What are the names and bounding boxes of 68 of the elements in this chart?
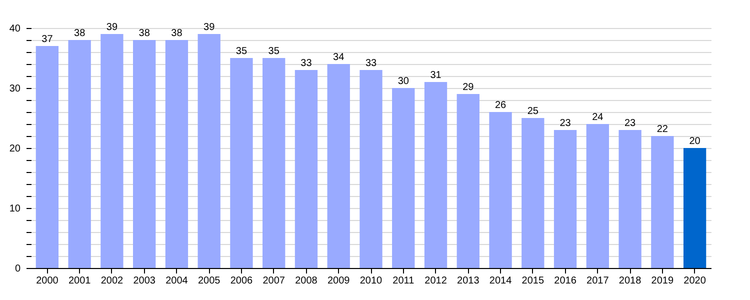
data-label: 23 — [560, 118, 572, 129]
x-tick-label: 2008 — [295, 276, 318, 286]
bar — [489, 112, 512, 268]
x-tick-label: 2007 — [262, 276, 286, 286]
data-label: 39 — [204, 22, 216, 33]
bar — [522, 118, 544, 268]
x-tick-label: 2014 — [489, 276, 512, 286]
x-tick-label: 2018 — [618, 276, 642, 286]
x-tick-label: 2019 — [651, 276, 674, 286]
x-tick-label: 2013 — [457, 276, 480, 286]
bar — [392, 88, 415, 268]
bar — [230, 58, 253, 268]
bar — [424, 82, 448, 268]
x-tick-label: 2020 — [684, 276, 706, 286]
x-tick-label: 2002 — [100, 276, 124, 286]
y-tick-label: 30 — [9, 84, 21, 94]
data-label: 22 — [656, 124, 668, 135]
x-tick-label: 2015 — [522, 276, 544, 286]
x-tick-label: 2000 — [36, 276, 59, 286]
x-tick-label: 2012 — [424, 276, 448, 286]
bar — [360, 70, 382, 268]
data-label: 25 — [527, 106, 539, 117]
bar — [327, 64, 350, 268]
data-label: 34 — [333, 52, 345, 63]
bar — [165, 40, 188, 268]
x-tick-label: 2011 — [392, 276, 415, 286]
data-label: 29 — [462, 82, 474, 93]
x-tick-label: 2009 — [327, 276, 350, 286]
bar — [586, 124, 609, 268]
bar — [36, 46, 59, 268]
bar — [651, 136, 674, 268]
data-label: 38 — [138, 28, 150, 39]
data-label: 38 — [171, 28, 183, 39]
y-tick-label: 10 — [9, 204, 21, 214]
data-label: 31 — [430, 70, 442, 81]
x-tick-label: 2017 — [586, 276, 610, 286]
x-tick-label: 2010 — [360, 276, 383, 286]
data-label: 37 — [42, 34, 54, 45]
bar — [554, 130, 577, 268]
bar — [683, 148, 706, 268]
data-label: 20 — [689, 136, 701, 147]
data-label: 24 — [592, 112, 604, 123]
x-tick-label: 2006 — [230, 276, 254, 286]
x-tick-label: 2001 — [68, 276, 92, 286]
x-tick-label: 2004 — [166, 276, 188, 286]
bar — [456, 94, 480, 268]
bar — [294, 70, 318, 268]
data-label: 35 — [236, 46, 248, 57]
bar — [198, 34, 220, 268]
x-tick-label: 2016 — [554, 276, 577, 286]
x-tick-label: 2003 — [133, 276, 156, 286]
data-label: 39 — [106, 22, 118, 33]
bar — [100, 34, 124, 268]
data-label: 26 — [494, 100, 507, 111]
data-label: 35 — [268, 46, 280, 57]
y-tick-label: 40 — [9, 24, 21, 34]
data-label: 33 — [300, 58, 312, 69]
y-tick-label: 20 — [9, 144, 21, 154]
data-label: 38 — [74, 28, 86, 39]
data-label: 30 — [398, 76, 410, 87]
bar — [262, 58, 286, 268]
bar — [133, 40, 156, 268]
bar — [68, 40, 91, 268]
x-tick-label: 2005 — [198, 276, 221, 286]
bar — [618, 130, 642, 268]
data-label: 23 — [624, 118, 636, 129]
data-label: 33 — [365, 58, 377, 69]
y-tick-label: 0 — [14, 264, 21, 274]
